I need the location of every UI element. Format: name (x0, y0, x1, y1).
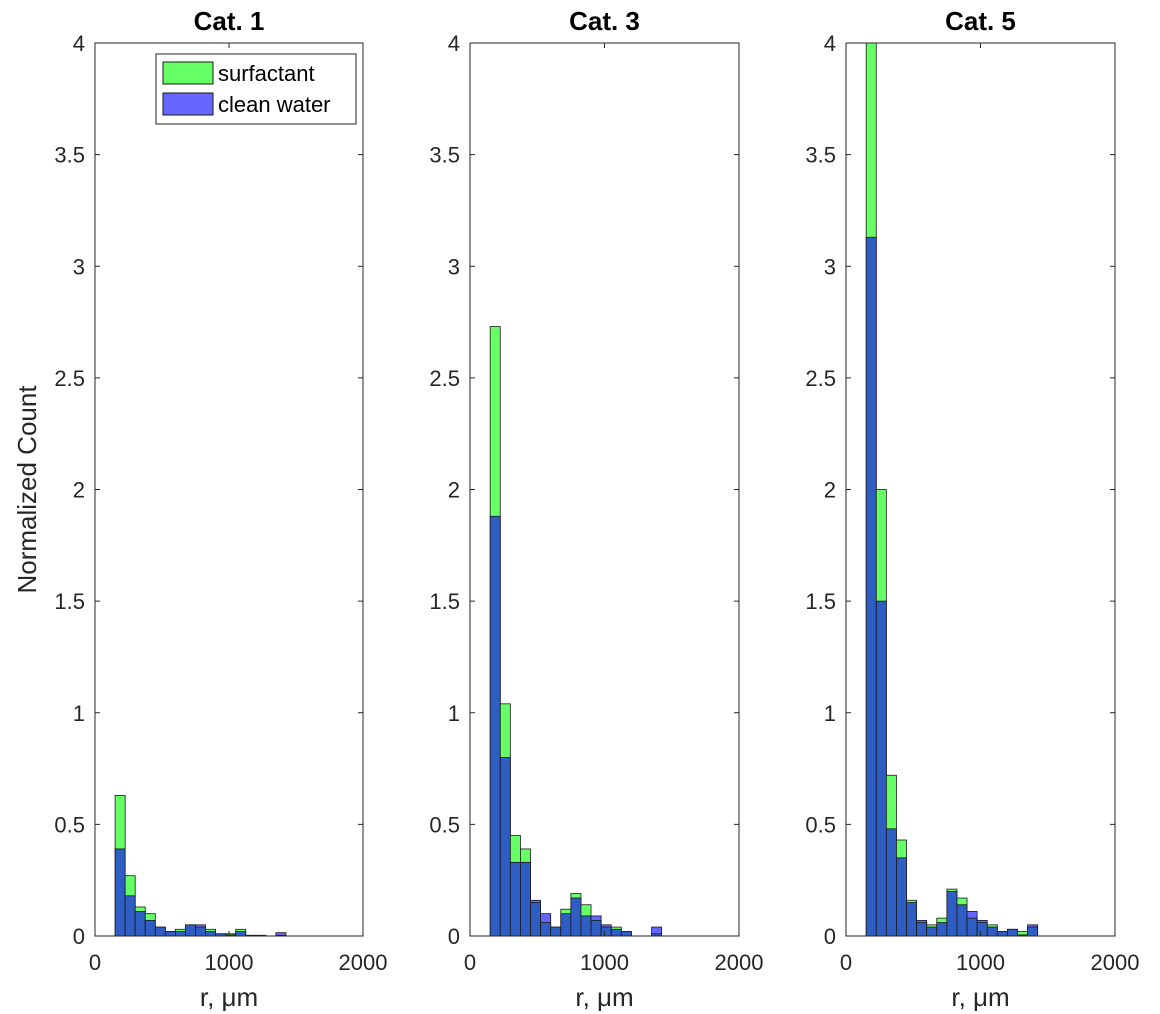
overlap-bar (174, 931, 186, 937)
bars (114, 794, 287, 937)
overlap-bar (875, 600, 887, 937)
y-tick-label: 1 (448, 701, 460, 726)
y-tick-label: 0 (73, 924, 85, 949)
overlap-bar (205, 931, 217, 937)
y-tick-label: 2 (448, 478, 460, 503)
y-tick-label: 1 (73, 701, 85, 726)
overlap-bar (926, 926, 938, 937)
overlap-bar (865, 236, 877, 937)
y-tick-label: 0.5 (805, 812, 836, 837)
x-tick-label: 2000 (1091, 950, 1140, 975)
legend-label: clean water (218, 92, 331, 117)
overlap-bar (489, 515, 501, 937)
y-tick-label: 0.5 (429, 812, 460, 837)
overlap-bar (124, 895, 136, 937)
plot-area (470, 43, 739, 936)
x-tick-label: 1000 (205, 950, 254, 975)
overlap-bar (520, 861, 531, 937)
overlap-bar (235, 931, 247, 937)
overlap-bar (530, 902, 542, 937)
legend: surfactant clean water (155, 53, 357, 125)
x-tick-label: 1000 (956, 950, 1005, 975)
overlap-bar (499, 757, 511, 937)
y-tick-label: 2.5 (54, 366, 85, 391)
x-tick-label: 0 (464, 950, 476, 975)
overlap-bar (134, 911, 146, 937)
overlap-bar (590, 919, 602, 937)
overlap-bar (144, 919, 156, 937)
y-tick-label: 3.5 (429, 143, 460, 168)
overlap-bar (966, 917, 978, 937)
y-tick-label: 1.5 (805, 589, 836, 614)
overlap-bar (600, 926, 612, 937)
legend-label: surfactant (218, 61, 315, 86)
y-tick-label: 3.5 (805, 143, 836, 168)
overlap-bar (185, 924, 196, 937)
y-tick-label: 0 (448, 924, 460, 949)
overlap-bar (620, 931, 632, 937)
y-tick-label: 3 (448, 254, 460, 279)
y-axis-label: Normalized Count (12, 385, 42, 594)
panel-title: Cat. 5 (945, 6, 1016, 36)
panel-title: Cat. 1 (194, 6, 265, 36)
overlap-bar (154, 926, 166, 937)
y-tick-label: 4 (448, 31, 460, 56)
x-tick-label: 0 (89, 950, 101, 975)
y-tick-label: 1 (824, 701, 836, 726)
y-tick-label: 1.5 (429, 589, 460, 614)
overlap-bar (956, 904, 968, 937)
overlap-bar (195, 926, 206, 937)
y-tick-label: 2 (73, 478, 85, 503)
overlap-bar (1007, 928, 1018, 937)
legend-swatch-surfactant (162, 61, 214, 85)
overlap-bar (550, 926, 562, 937)
overlap-bar (896, 857, 907, 937)
y-tick-label: 4 (824, 31, 836, 56)
y-tick-label: 3 (73, 254, 85, 279)
overlap-bar (560, 913, 572, 937)
overlap-bar (540, 922, 552, 937)
overlap-bar (976, 922, 988, 937)
overlap-bar (936, 922, 948, 937)
panel-1: 0 0.5 1 1.5 2 2.5 3 3.5 4 0 1000 2000 Cat. 1 r, μm Nor… (12, 6, 387, 1012)
y-tick-label: 0.5 (54, 812, 85, 837)
plot-area (95, 43, 363, 936)
x-axis-label: r, μm (951, 982, 1009, 1012)
overlap-bar (986, 926, 998, 937)
panel-title: Cat. 3 (569, 6, 640, 36)
y-tick-label: 2.5 (805, 366, 836, 391)
panel-3: 0 0.5 1 1.5 2 2.5 3 3.5 4 0 1000 2000 Cat. 5 r, μm (805, 6, 1139, 1012)
y-tick-label: 3.5 (54, 143, 85, 168)
overlap-bar (164, 931, 176, 937)
y-tick-label: 2 (824, 478, 836, 503)
x-tick-label: 2000 (339, 950, 388, 975)
y-tick-label: 2.5 (429, 366, 460, 391)
legend-swatch-clean-water (162, 92, 214, 116)
y-tick-label: 0 (824, 924, 836, 949)
x-tick-label: 0 (840, 950, 852, 975)
overlap-bar (916, 922, 928, 937)
overlap-bar (509, 861, 521, 937)
panel-2: 0 0.5 1 1.5 2 2.5 3 3.5 4 0 1000 2000 Cat. 3 r, μm (429, 6, 763, 1012)
x-tick-label: 2000 (715, 950, 764, 975)
y-tick-label: 1.5 (54, 589, 85, 614)
overlap-bar (570, 897, 582, 937)
overlap-bar (610, 928, 622, 937)
x-axis-label: r, μm (575, 982, 633, 1012)
overlap-bar (996, 931, 1008, 937)
x-axis-label: r, μm (200, 982, 258, 1012)
overlap-bar (906, 902, 918, 937)
overlap-bar (114, 848, 126, 937)
x-tick-label: 1000 (580, 950, 629, 975)
overlap-bar (885, 828, 897, 937)
overlap-bar (580, 915, 592, 937)
y-tick-label: 3 (824, 254, 836, 279)
overlap-bar (946, 890, 958, 937)
overlap-bar (1027, 926, 1039, 937)
y-tick-label: 4 (73, 31, 85, 56)
